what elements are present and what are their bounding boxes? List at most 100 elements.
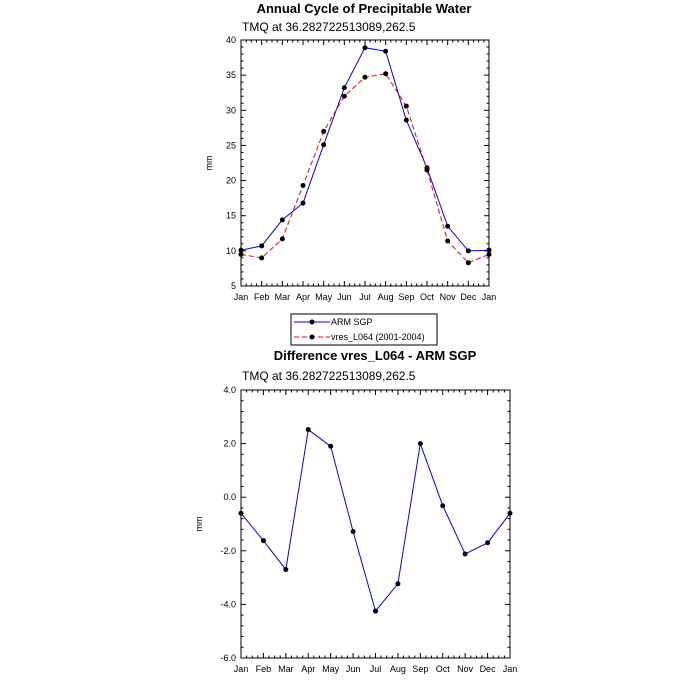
data-point <box>238 247 244 253</box>
x-tick-label: Sep <box>398 292 414 302</box>
x-tick-label: Sep <box>412 664 428 674</box>
data-point <box>259 243 265 249</box>
data-point <box>403 117 409 123</box>
y-tick-label: 40 <box>226 35 236 45</box>
y-tick-label: -2.0 <box>220 546 236 556</box>
x-tick-label: Jun <box>346 664 361 674</box>
y-tick-label: 30 <box>226 105 236 115</box>
x-tick-label: Jan <box>234 292 249 302</box>
x-tick-label: Jul <box>359 292 371 302</box>
data-point <box>383 48 389 54</box>
y-tick-label: 20 <box>226 176 236 186</box>
data-point <box>445 223 451 229</box>
data-point <box>373 608 378 614</box>
data-point <box>417 441 423 447</box>
x-tick-label: Aug <box>378 292 394 302</box>
chart-subtitle: TMQ at 36.282722513089,262.5 <box>242 369 416 383</box>
x-tick-label: Oct <box>420 292 435 302</box>
x-tick-label: Jun <box>337 292 352 302</box>
y-axis-label: mm <box>204 156 214 171</box>
data-point <box>300 182 306 188</box>
data-point <box>341 93 347 99</box>
data-point <box>395 581 401 587</box>
data-point <box>462 551 468 557</box>
data-point <box>259 255 265 261</box>
data-point <box>362 74 368 80</box>
data-point <box>485 540 491 546</box>
chart-subtitle: TMQ at 36.282722513089,262.5 <box>242 20 416 34</box>
legend-marker-vres <box>309 334 315 340</box>
y-tick-label: -6.0 <box>220 653 236 663</box>
data-point <box>305 427 311 433</box>
legend-marker-arm <box>309 319 315 325</box>
data-point <box>507 510 513 516</box>
x-tick-label: Jan <box>503 664 518 674</box>
x-tick-label: Feb <box>256 664 272 674</box>
data-point <box>350 529 356 535</box>
x-tick-label: Jan <box>482 292 497 302</box>
x-tick-label: Oct <box>436 664 451 674</box>
data-point <box>465 248 471 254</box>
y-axis-label: mm <box>194 517 204 532</box>
x-tick-label: Dec <box>480 664 497 674</box>
chart-annual-cycle: Annual Cycle of Precipitable Water TMQ a… <box>204 1 496 346</box>
x-tick-label: Nov <box>440 292 457 302</box>
data-point <box>279 217 285 223</box>
data-point <box>440 503 446 509</box>
data-point <box>300 200 306 206</box>
data-point <box>341 85 347 91</box>
data-point <box>403 103 409 109</box>
data-point <box>383 71 389 77</box>
chart-title: Annual Cycle of Precipitable Water <box>257 1 472 16</box>
series-line <box>240 73 490 264</box>
data-point <box>445 238 451 244</box>
x-tick-label: Jan <box>234 664 249 674</box>
x-tick-label: Dec <box>460 292 477 302</box>
x-tick-label: Aug <box>390 664 406 674</box>
axis-ticks: Jan Feb Mar Apr May Jun Jul Aug Sep Oct Nov Dec Jan5… <box>226 35 496 302</box>
legend-box <box>290 313 438 346</box>
y-tick-label: 2.0 <box>223 439 236 449</box>
data-point <box>328 443 334 449</box>
chart-difference: Difference vres_L064 - ARM SGP TMQ at 36… <box>194 348 517 674</box>
chart-title: Difference vres_L064 - ARM SGP <box>274 348 477 363</box>
data-point <box>283 567 289 573</box>
y-tick-label: 35 <box>226 70 236 80</box>
x-tick-label: May <box>315 292 333 302</box>
data-point <box>486 247 492 253</box>
data-point <box>362 45 368 51</box>
data-point <box>238 251 244 257</box>
y-tick-label: 10 <box>226 246 236 256</box>
legend: ARM SGP vres_L064 (2001-2004) <box>290 313 438 346</box>
series-layer <box>238 45 492 266</box>
legend-label-arm: ARM SGP <box>331 317 373 327</box>
y-tick-label: 5 <box>231 281 236 291</box>
x-tick-label: Apr <box>301 664 315 674</box>
x-tick-label: Nov <box>457 664 474 674</box>
axis-ticks: Jan Feb Mar Apr May Jun Jul Aug Sep Oct Nov Dec Jan-… <box>220 385 517 674</box>
y-tick-label: 15 <box>226 211 236 221</box>
data-point <box>238 510 244 516</box>
y-tick-label: 25 <box>226 140 236 150</box>
x-tick-label: Mar <box>278 664 294 674</box>
x-tick-label: Feb <box>254 292 270 302</box>
x-tick-label: Apr <box>296 292 310 302</box>
data-point <box>321 128 327 134</box>
data-point <box>486 251 492 257</box>
legend-label-vres: vres_L064 (2001-2004) <box>331 332 425 342</box>
series-line <box>240 428 511 613</box>
y-tick-label: 4.0 <box>223 385 236 395</box>
x-tick-label: Mar <box>275 292 291 302</box>
data-point <box>424 167 430 173</box>
plot-frame <box>240 389 511 659</box>
y-tick-label: -4.0 <box>220 599 236 609</box>
series-layer <box>238 427 513 614</box>
data-point <box>260 538 266 544</box>
data-point <box>279 236 285 242</box>
x-tick-label: May <box>322 664 340 674</box>
data-point <box>321 142 327 148</box>
x-tick-label: Jul <box>370 664 382 674</box>
y-tick-label: 0.0 <box>223 492 236 502</box>
data-point <box>465 260 471 266</box>
